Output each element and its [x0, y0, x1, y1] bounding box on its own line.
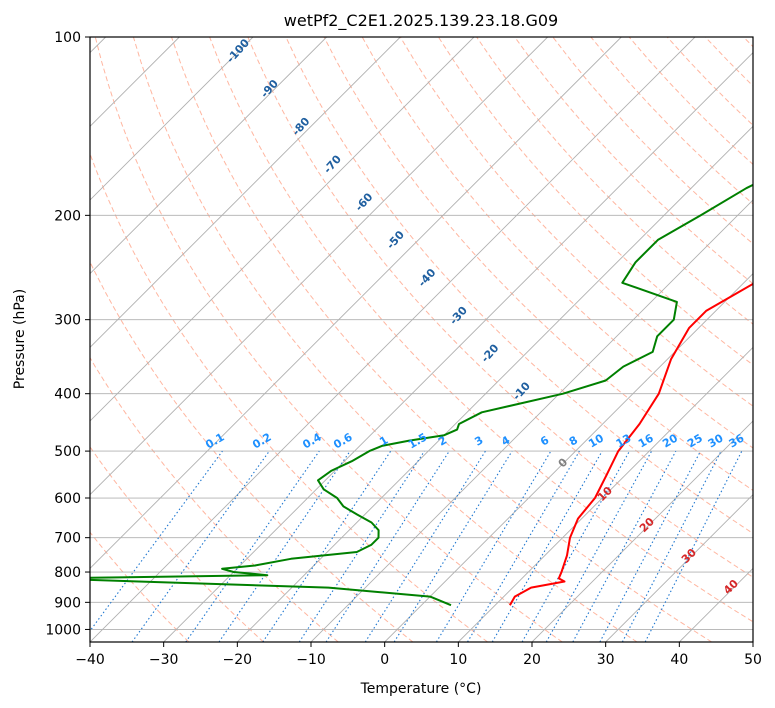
x-tick-label: 50: [744, 652, 762, 668]
dry-adiabat-line: [90, 356, 339, 642]
x-tick-label: −10: [296, 652, 326, 668]
isotherm-line: [90, 37, 548, 496]
dry-adiabat-line: [247, 37, 753, 578]
isotherm-line: [605, 494, 753, 642]
y-tick-label: 300: [54, 313, 81, 329]
dry-adiabat-line: [285, 37, 753, 535]
y-tick-label: 400: [54, 387, 81, 403]
x-tick-label: −20: [223, 652, 253, 668]
isotherm-line: [90, 37, 622, 569]
y-tick-label: 900: [54, 595, 81, 611]
dry-adiabat-line: [361, 37, 753, 449]
chart-title: wetPf2_C2E1.2025.139.23.18.G09: [284, 11, 558, 31]
mixing-ratio-line: [545, 450, 653, 642]
isotherm-line: [163, 52, 753, 642]
x-tick-label: 20: [523, 652, 541, 668]
x-tick-label: −40: [75, 652, 105, 668]
mixing-ratio-line: [325, 450, 450, 642]
x-tick-label: 0: [380, 652, 389, 668]
mixing-ratio-line: [185, 450, 320, 642]
mixing-ratio-line: [467, 450, 580, 642]
mixing-ratio-line: [521, 450, 630, 642]
y-axis-label: Pressure (hPa): [12, 289, 28, 389]
y-tick-label: 200: [54, 208, 81, 224]
isotherm-line: [90, 37, 475, 422]
x-tick-label: −30: [149, 652, 179, 668]
dry-adiabat-line: [437, 37, 753, 366]
isotherm-line: [384, 273, 753, 642]
dry-adiabat-line: [171, 37, 712, 642]
isotherm-line: [458, 346, 753, 642]
y-tick-label: 1000: [45, 622, 81, 638]
isotherm-line: [531, 420, 753, 642]
x-axis-label: Temperature (°C): [360, 681, 482, 697]
dry-adiabat-line: [90, 531, 190, 642]
y-tick-label: 700: [54, 531, 81, 547]
isotherm-line: [237, 125, 753, 642]
dry-adiabat-line: [90, 152, 488, 642]
x-tick-label: 40: [670, 652, 688, 668]
y-tick-label: 600: [54, 491, 81, 507]
isotherm-line: [90, 37, 401, 348]
x-tick-label: 10: [449, 652, 467, 668]
dry-adiabat-line: [209, 37, 753, 623]
mixing-ratio-line: [393, 450, 513, 642]
isotherm-line: [90, 37, 327, 275]
mixing-ratio-line: [435, 450, 552, 642]
dry-adiabat-line: [514, 37, 753, 285]
dry-adiabat-line: [94, 37, 563, 642]
isotherm-line: [310, 199, 753, 642]
temperature-profile-line: [509, 282, 753, 606]
dry-adiabat-line: [132, 37, 638, 642]
dry-adiabat-line: [399, 37, 753, 407]
isotherm-line: [90, 37, 696, 642]
dry-adiabat-line: [90, 446, 264, 642]
x-tick-label: 30: [597, 652, 615, 668]
y-tick-label: 800: [54, 565, 81, 581]
dry-adiabat-line: [323, 37, 753, 491]
y-tick-label: 100: [54, 30, 81, 46]
mixing-ratio-line: [491, 450, 603, 642]
mixing-ratio-line: [572, 450, 677, 642]
y-tick-label: 500: [54, 444, 81, 460]
mixing-ratio-line: [218, 450, 351, 642]
dewpoint-profile-line: [90, 183, 753, 607]
isotherm-line: [90, 37, 254, 201]
plot-frame: [89, 36, 754, 643]
mixing-ratio-line: [364, 450, 486, 642]
